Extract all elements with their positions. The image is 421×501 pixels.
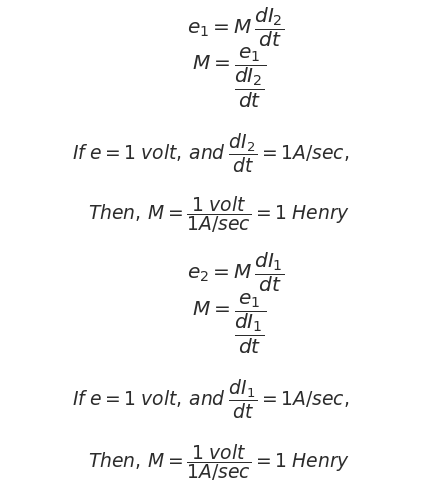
Text: $\mathit{Then},\, M = \dfrac{1\; \mathit{volt}}{1A/sec} = 1\; \mathit{Henry}$: $\mathit{Then},\, M = \dfrac{1\; \mathit… [88,441,350,482]
Text: $\mathit{Then},\, M = \dfrac{1\; \mathit{volt}}{1A/sec} = 1\; \mathit{Henry}$: $\mathit{Then},\, M = \dfrac{1\; \mathit… [88,194,350,235]
Text: $\mathit{If}\; e = 1\; \mathit{volt},\,\mathit{and}\; \dfrac{dI_1}{dt} = 1A/sec,: $\mathit{If}\; e = 1\; \mathit{volt},\,\… [72,377,349,420]
Text: $M = \dfrac{e_1}{\dfrac{dI_2}{dt}}$: $M = \dfrac{e_1}{\dfrac{dI_2}{dt}}$ [192,46,267,110]
Text: $e_1 = M\,\dfrac{dI_2}{dt}$: $e_1 = M\,\dfrac{dI_2}{dt}$ [187,6,285,49]
Text: $e_2 = M\,\dfrac{dI_1}{dt}$: $e_2 = M\,\dfrac{dI_1}{dt}$ [187,250,285,293]
Text: $\mathit{If}\; e = 1\; \mathit{volt},\,\mathit{and}\; \dfrac{dI_2}{dt} = 1A/sec,: $\mathit{If}\; e = 1\; \mathit{volt},\,\… [72,131,349,174]
Text: $M = \dfrac{e_1}{\dfrac{dI_1}{dt}}$: $M = \dfrac{e_1}{\dfrac{dI_1}{dt}}$ [192,291,267,355]
